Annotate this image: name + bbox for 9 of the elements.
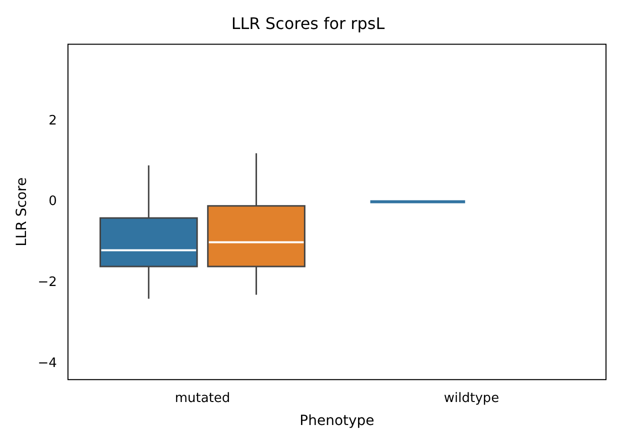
chart-title: LLR Scores for rpsL <box>231 14 385 33</box>
y-tick-label: 2 <box>48 113 57 128</box>
x-tick-label: wildtype <box>444 390 500 406</box>
y-tick-label: −4 <box>38 356 57 371</box>
x-axis-title: Phenotype <box>300 413 374 430</box>
x-tick-label: mutated <box>174 390 230 406</box>
y-axis-title: LLR Score <box>14 177 30 246</box>
y-tick-label: −2 <box>38 274 57 290</box>
y-tick-label: 0 <box>48 194 57 210</box>
